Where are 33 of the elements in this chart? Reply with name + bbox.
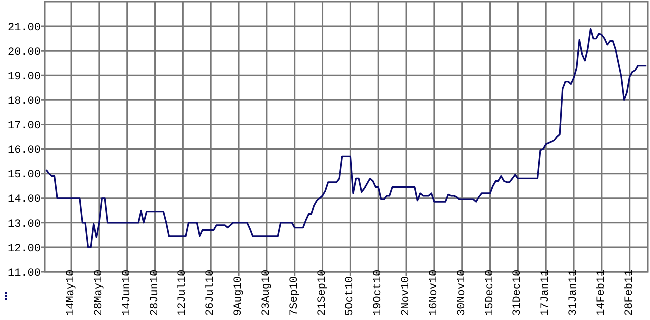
y-tick-label: 17.00: [8, 120, 41, 133]
y-tick-label: 19.00: [8, 71, 41, 84]
x-tick-label: 5Oct10: [344, 276, 357, 316]
line-series: [46, 28, 648, 248]
x-tick-label: 17Jan11: [540, 269, 552, 316]
y-tick-label: 15.00: [8, 170, 41, 182]
x-tick-label: 30Nov10: [456, 270, 468, 316]
x-tick-label: 14Feb11: [596, 269, 608, 316]
y-tick-label: 21.00: [8, 22, 41, 34]
y-tick-label: 16.00: [8, 145, 41, 158]
y-tick-label: 12.00: [8, 243, 41, 256]
x-tick-label: 14May10: [66, 270, 78, 316]
x-tick-label: 9Aug10: [233, 276, 246, 316]
y-tick-label: 20.00: [8, 46, 41, 59]
x-tick-label: 2Nov10: [400, 276, 413, 316]
y-tick-label: 18.00: [8, 96, 41, 108]
x-tick-label: 21Sep10: [316, 270, 329, 316]
x-tick-label: 19Oct10: [372, 270, 385, 316]
x-tick-label: 26Jul10: [205, 270, 218, 316]
x-tick-label: 12Jul10: [177, 270, 190, 316]
x-tick-label: 14Jun10: [121, 270, 134, 316]
x-tick-label: 7Sep10: [288, 276, 301, 316]
y-tick-label: 13.00: [8, 218, 41, 231]
x-tick-label: 28May10: [93, 270, 106, 316]
x-tick-label: 16Nov10: [428, 270, 440, 316]
x-tick-label: 15Dec10: [484, 270, 496, 316]
y-tick-label: 14.00: [8, 194, 41, 206]
x-tick-label: 28Feb11: [624, 269, 636, 316]
y-tick-label: 11.00: [8, 268, 41, 280]
x-tick-label: 23Aug10: [260, 270, 273, 316]
x-tick-label: 31Jan11: [568, 269, 580, 316]
x-tick-label: 28Jun10: [149, 270, 162, 316]
x-tick-label: 31Dec10: [512, 270, 524, 316]
